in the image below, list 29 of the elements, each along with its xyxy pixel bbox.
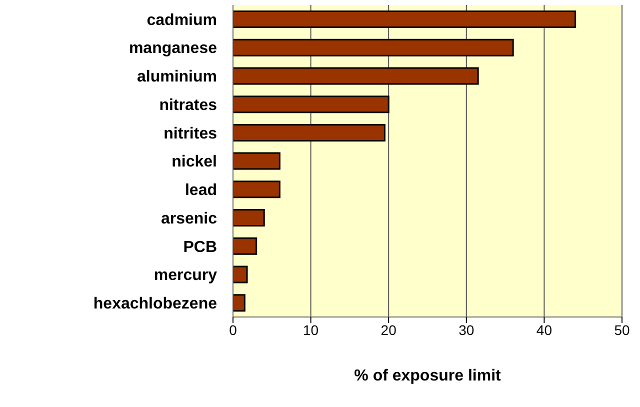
bar	[233, 124, 386, 142]
x-tick-label: 0	[229, 322, 238, 338]
bar	[233, 294, 246, 312]
y-tick-label: mercury	[154, 267, 218, 284]
bar	[233, 38, 514, 56]
y-tick-label: hexachlobezene	[93, 296, 218, 312]
bar	[233, 10, 576, 28]
y-tick-label: arsenic	[160, 210, 218, 228]
y-tick-label: PCB	[183, 238, 217, 256]
y-tick-label: lead	[184, 182, 217, 200]
y-tick-label: nickel	[172, 154, 217, 171]
bar	[233, 180, 280, 198]
bar	[233, 96, 390, 114]
bar	[233, 266, 248, 284]
bar	[233, 152, 280, 170]
x-tick-label: 10	[303, 322, 319, 338]
x-tick-label: 30	[458, 322, 474, 338]
x-tick-label: 40	[536, 322, 552, 338]
bar	[233, 209, 265, 227]
x-tick-label: 50	[614, 322, 630, 338]
y-tick-label: nitrites	[164, 125, 218, 142]
y-tick-label: aluminium	[136, 68, 217, 86]
bar	[233, 237, 258, 255]
x-tick-label: 20	[380, 322, 397, 338]
y-tick-label: nitrates	[159, 96, 218, 114]
x-axis-title: % of exposure limit	[354, 367, 502, 384]
y-tick-label: manganese	[128, 40, 218, 58]
y-tick-label: cadmium	[146, 12, 217, 29]
bar	[233, 67, 479, 85]
